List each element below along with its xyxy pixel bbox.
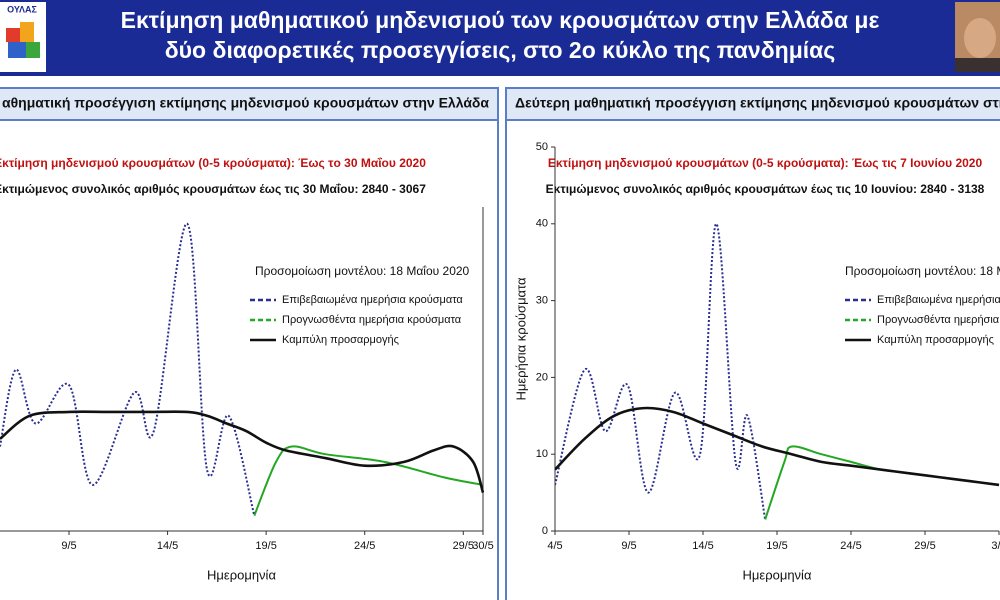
subtitle: Εκτίμηση μηδενισμού κρουσμάτων (0-5 κρού… [0,156,426,170]
x-tick-label: 29/5 [914,540,935,552]
series-line [555,406,1000,487]
x-tick-label: 19/5 [766,540,787,552]
legend-label: Καμπύλη προσαρμογής [877,334,994,346]
panel-frames [0,87,1000,600]
panel-title: Δεύτερη μαθηματική προσέγγιση εκτίμησης … [515,95,1000,111]
subtitle: Εκτίμηση μηδενισμού κρουσμάτων (0-5 κρού… [548,156,983,170]
x-tick-label: 9/5 [621,540,636,552]
legend-label: Επιβεβαιωμένα ημερήσια κρούσματα [282,294,463,306]
portrait [955,2,1000,72]
y-tick-label: 0 [542,525,548,537]
x-tick-label: 19/5 [255,540,276,552]
x-tick-label: 29/5 [453,540,474,552]
header-band [0,0,1000,76]
x-tick-label: 14/5 [692,540,713,552]
series-line [253,445,484,517]
y-tick-label: 30 [536,295,548,307]
x-tick-label: 3/6 [991,540,1000,552]
plot-area [0,222,484,517]
y-tick-label: 50 [536,141,548,153]
x-tick-label: 14/5 [157,540,178,552]
y-tick-label: 20 [536,371,548,383]
annotation: Προσομοίωση μοντέλου: 18 Μαΐου 2020 [845,264,1000,278]
series-line [0,410,484,493]
x-tick-label: 9/5 [61,540,76,552]
annotation: Προσομοίωση μοντέλου: 18 Μαΐου 2020 [255,264,470,278]
header-title: Εκτίμηση μαθηματικού μηδενισμού των κρου… [121,7,880,33]
x-tick-label: 4/5 [547,540,562,552]
x-axis-label: Ημερομηνία [743,567,812,582]
note: Εκτιμώμενος συνολικός αριθμός κρουσμάτων… [546,182,985,196]
x-axis-label: Ημερομηνία [207,567,276,582]
logo-text: ΟΥΛΑΣ [7,4,37,14]
x-tick-label: 24/5 [840,540,861,552]
chart: Δεύτερη μαθηματική προσέγγιση εκτίμησης … [513,95,1000,583]
y-tick-label: 40 [536,218,548,230]
x-tick-label: 30/5 [472,540,493,552]
note: Εκτιμώμενος συνολικός αριθμός κρουσμάτων… [0,182,426,196]
y-tick-label: 10 [536,448,548,460]
chart: αθηματική προσέγγιση εκτίμησης μηδενισμο… [0,95,494,582]
series-line [0,222,256,516]
legend-label: Καμπύλη προσαρμογής [282,334,399,346]
header-title: δύο διαφορετικές προσεγγίσεις, στο 2ο κύ… [165,37,836,63]
plot-area [555,222,1000,520]
legend-label: Προγνωσθέντα ημερήσια κρούσματα [877,314,1000,326]
x-tick-label: 24/5 [354,540,375,552]
logo: ΟΥΛΑΣ [0,2,46,72]
legend-label: Επιβεβαιωμένα ημερήσια κρούσματα [877,294,1000,306]
y-axis-label: Ημερήσια κρούσματα [513,277,528,401]
series-line [555,222,767,520]
panel-title: αθηματική προσέγγιση εκτίμησης μηδενισμο… [2,95,489,111]
legend-label: Προγνωσθέντα ημερήσια κρούσματα [282,314,462,326]
